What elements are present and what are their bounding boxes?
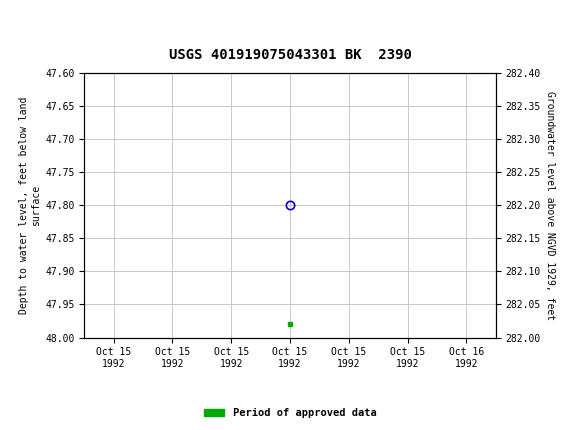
Text: USGS 401919075043301 BK  2390: USGS 401919075043301 BK 2390 — [169, 48, 411, 62]
Y-axis label: Depth to water level, feet below land
surface: Depth to water level, feet below land su… — [19, 97, 41, 314]
Y-axis label: Groundwater level above NGVD 1929, feet: Groundwater level above NGVD 1929, feet — [545, 91, 555, 320]
Text: USGS: USGS — [32, 14, 87, 31]
Legend: Period of approved data: Period of approved data — [200, 404, 380, 423]
